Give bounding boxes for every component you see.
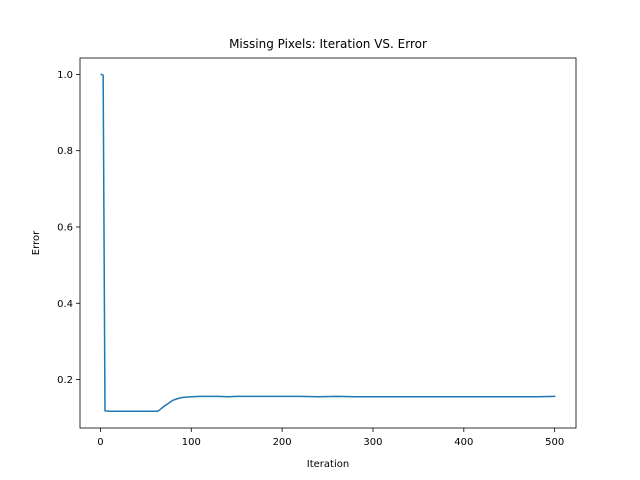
y-tick-label: 1.0 [57, 70, 73, 81]
series-layer [100, 73, 556, 412]
plot-frame [79, 57, 577, 429]
x-axis-label: Iteration [307, 459, 349, 470]
series-line [100, 73, 556, 412]
y-tick-label: 0.6 [57, 222, 73, 233]
y-tick-label: 0.2 [57, 375, 73, 386]
y-axis-ticks: 0.2 0.4 0.6 0.8 1.0 [57, 70, 80, 386]
x-tick-label: 300 [363, 437, 382, 448]
chart-title: Missing Pixels: Iteration VS. Error [229, 37, 427, 51]
y-tick-label: 0.8 [57, 146, 73, 157]
plot-area [80, 58, 576, 428]
y-axis-label: Error [31, 230, 42, 255]
x-tick-label: 500 [545, 437, 564, 448]
x-tick-label: 200 [273, 437, 292, 448]
x-axis-ticks: 0 100 200 300 400 500 [97, 428, 564, 448]
x-tick-label: 400 [454, 437, 473, 448]
x-tick-label: 100 [182, 437, 201, 448]
x-tick-label: 0 [97, 437, 103, 448]
y-tick-label: 0.4 [57, 299, 73, 310]
